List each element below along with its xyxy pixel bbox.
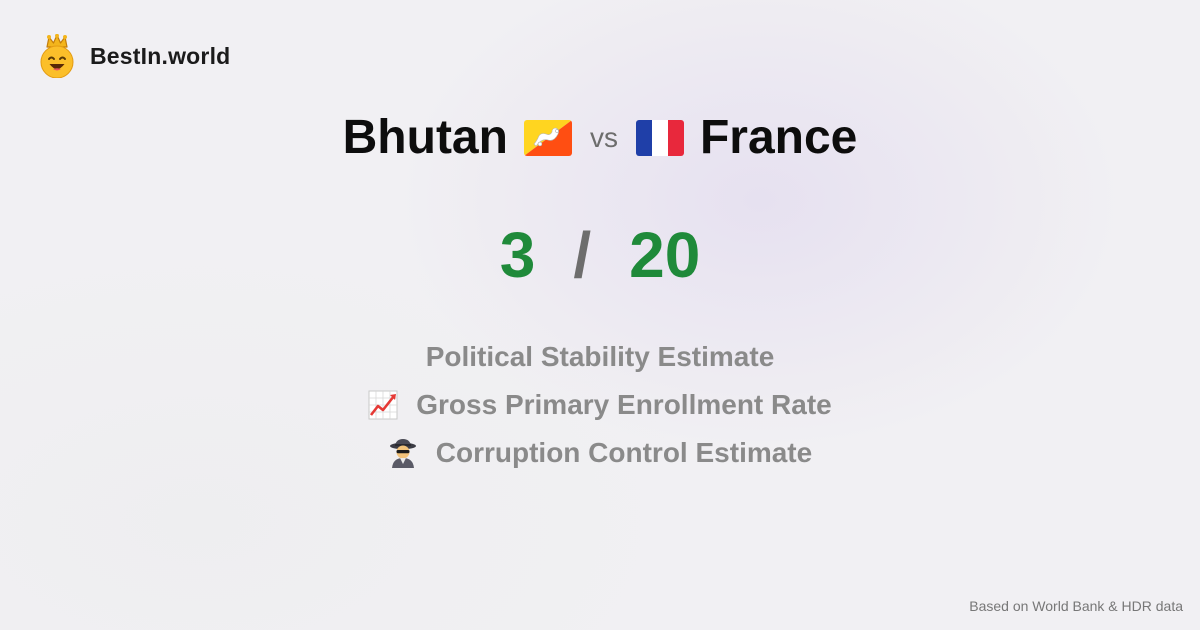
- right-score: 20: [629, 219, 701, 291]
- score: 3 / 20: [0, 218, 1200, 292]
- metric-item: Corruption Control Estimate: [388, 436, 812, 470]
- chart-increasing-icon: [368, 390, 398, 420]
- detective-icon: [388, 438, 418, 468]
- score-separator: /: [573, 219, 592, 291]
- bhutan-flag-icon: [523, 119, 572, 156]
- right-country-name: France: [699, 111, 858, 164]
- vs-label: vs: [589, 121, 618, 153]
- comparison-title: Bhutan vs France: [0, 110, 1200, 165]
- brand-name: BestIn.world: [90, 42, 231, 69]
- crowned-smiley-icon: [40, 34, 74, 78]
- metric-item: Gross Primary Enrollment Rate: [368, 388, 832, 422]
- metric-item: Political Stability Estimate: [426, 340, 775, 374]
- metric-label: Political Stability Estimate: [425, 341, 775, 372]
- brand[interactable]: BestIn.world: [38, 34, 230, 78]
- left-score: 3: [499, 219, 536, 291]
- metric-label: Gross Primary Enrollment Rate: [416, 389, 832, 420]
- data-source-note: Based on World Bank & HDR data: [969, 598, 1183, 614]
- left-country-name: Bhutan: [342, 111, 508, 164]
- france-flag-icon: [635, 119, 684, 156]
- metrics-list: Political Stability Estimate Gross Prima…: [0, 340, 1200, 470]
- metric-label: Corruption Control Estimate: [435, 437, 813, 468]
